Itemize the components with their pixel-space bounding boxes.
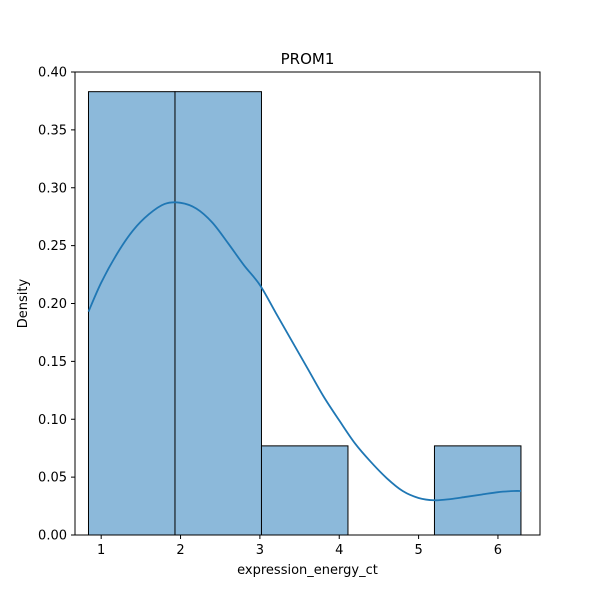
bars-layer (87, 91, 522, 536)
y-tick-label-0.20: 0.20 (38, 297, 67, 312)
histogram-bar-1 (87, 91, 176, 536)
y-tick-label-0.15: 0.15 (38, 355, 67, 370)
x-tick-label-3: 3 (256, 543, 264, 558)
y-axis-label: Density (16, 278, 31, 328)
histogram-bar-2 (174, 91, 262, 536)
histogram-bar-3 (260, 445, 349, 536)
y-tick-label-0.40: 0.40 (38, 66, 67, 81)
y-tick-label-0.05: 0.05 (38, 471, 67, 486)
chart-title: PROM1 (281, 50, 335, 68)
x-axis-label: expression_energy_ct (237, 563, 378, 578)
x-tick-label-5: 5 (414, 543, 422, 558)
y-axis: 0.00 0.05 0.10 0.15 0.20 0.25 0.30 0.35 0.40 (38, 66, 75, 544)
x-tick-label-6: 6 (494, 543, 502, 558)
y-tick-label-0.30: 0.30 (38, 181, 67, 196)
kde-curve (87, 201, 521, 502)
x-tick-label-4: 4 (335, 543, 343, 558)
y-tick-label-0.25: 0.25 (38, 239, 67, 254)
y-tick-label-0.00: 0.00 (38, 529, 67, 544)
x-tick-label-1: 1 (97, 543, 105, 558)
kde-layer (87, 201, 521, 502)
y-tick-label-0.35: 0.35 (38, 123, 67, 138)
x-tick-label-2: 2 (176, 543, 184, 558)
x-axis: 1 2 3 4 5 6 (97, 535, 502, 558)
histogram-bar-5 (433, 445, 522, 536)
y-tick-label-0.10: 0.10 (38, 413, 67, 428)
